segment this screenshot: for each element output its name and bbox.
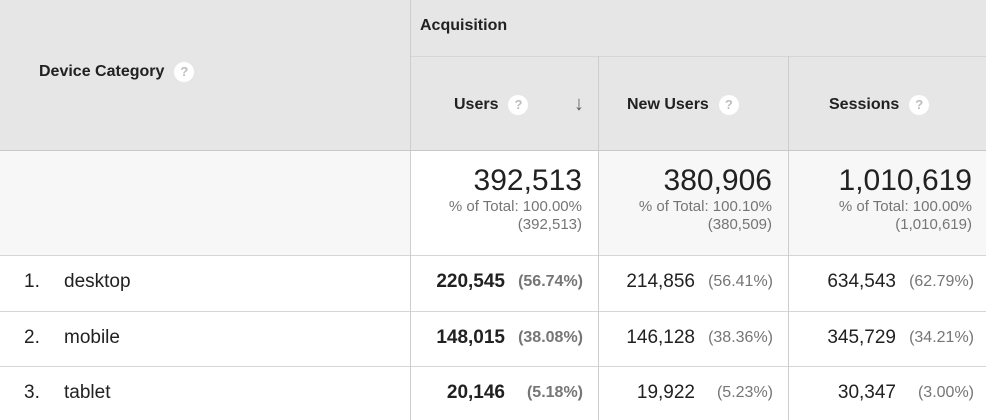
row-rank: 2.: [24, 327, 40, 348]
users-total: 392,513 % of Total: 100.00% (392,513): [410, 150, 598, 234]
new-users-percent: (56.41%): [708, 273, 773, 290]
new-users-percent: (5.23%): [716, 384, 773, 401]
sessions-total-absolute: (1,010,619): [895, 216, 972, 233]
help-icon[interactable]: ?: [174, 62, 195, 82]
totals-row-label-cell: [0, 150, 410, 255]
row-divider-2: [0, 366, 986, 367]
device-link[interactable]: tablet: [64, 382, 111, 403]
new-users-total-value: 380,906: [663, 164, 772, 197]
new-users-percent: (38.36%): [708, 329, 773, 346]
users-value: 20,146: [446, 382, 505, 403]
users-total-absolute: (392,513): [517, 216, 582, 233]
sort-descending-icon[interactable]: ↓: [574, 93, 584, 115]
sessions-value: 30,347: [837, 382, 896, 403]
users-total-value: 392,513: [473, 164, 582, 197]
sessions-header-cell[interactable]: [788, 56, 986, 150]
sessions-total: 1,010,619 % of Total: 100.00% (1,010,619…: [788, 150, 986, 234]
sessions-percent: (34.21%): [909, 329, 974, 346]
users-percent: (38.08%): [518, 329, 583, 346]
device-link[interactable]: mobile: [64, 327, 120, 348]
sessions-column-header[interactable]: Sessions?: [829, 95, 930, 115]
sessions-total-percent: % of Total: 100.00%: [838, 198, 972, 215]
column-divider-users: [598, 56, 599, 420]
sessions-percent: (62.79%): [909, 273, 974, 290]
users-percent: (56.74%): [518, 273, 583, 290]
users-column-header[interactable]: Users?: [454, 95, 529, 115]
users-header-cell[interactable]: [410, 56, 598, 150]
dimension-header-label: Device Category: [39, 63, 165, 81]
users-total-percent: % of Total: 100.00%: [448, 198, 582, 215]
users-header-label: Users: [454, 96, 499, 114]
dimension-header-cell: [0, 0, 410, 150]
sessions-value: 634,543: [827, 271, 896, 292]
row-rank: 3.: [24, 382, 40, 403]
new-users-value: 214,856: [626, 271, 695, 292]
sessions-total-value: 1,010,619: [838, 164, 972, 197]
new-users-total-absolute: (380,509): [707, 216, 772, 233]
sessions-header-label: Sessions: [829, 96, 900, 114]
column-divider-new-users: [788, 56, 789, 420]
device-link[interactable]: desktop: [64, 271, 131, 292]
row-rank: 1.: [24, 271, 40, 292]
sessions-value: 345,729: [827, 327, 896, 348]
help-icon[interactable]: ?: [909, 95, 930, 115]
users-value: 220,545: [436, 271, 505, 292]
totals-bottom-border: [0, 255, 986, 256]
acquisition-group-header: [410, 0, 986, 56]
row-divider-1: [0, 311, 986, 312]
help-icon[interactable]: ?: [508, 95, 529, 115]
header-bottom-border: [0, 150, 986, 151]
new-users-header-cell[interactable]: [598, 56, 788, 150]
sessions-total-cell: [788, 150, 986, 255]
new-users-header-label: New Users: [627, 96, 709, 114]
new-users-total-percent: % of Total: 100.10%: [638, 198, 772, 215]
new-users-total: 380,906 % of Total: 100.10% (380,509): [598, 150, 788, 234]
dimension-header[interactable]: Device Category?: [39, 62, 195, 82]
group-header-divider: [410, 56, 986, 57]
acquisition-group-label: Acquisition: [420, 17, 508, 34]
column-divider-dimension: [410, 0, 411, 420]
new-users-value: 146,128: [626, 327, 695, 348]
users-total-cell: [410, 150, 598, 255]
new-users-value: 19,922: [636, 382, 695, 403]
new-users-column-header[interactable]: New Users?: [627, 95, 739, 115]
help-icon[interactable]: ?: [718, 95, 739, 115]
users-value: 148,015: [436, 327, 505, 348]
users-percent: (5.18%): [526, 384, 583, 401]
new-users-total-cell: [598, 150, 788, 255]
sessions-percent: (3.00%): [917, 384, 974, 401]
